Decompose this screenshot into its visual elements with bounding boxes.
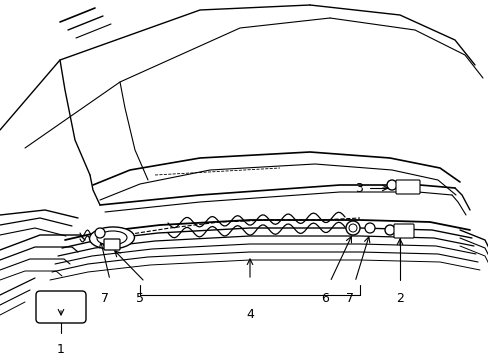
- Text: 4: 4: [245, 308, 253, 321]
- Ellipse shape: [97, 231, 127, 245]
- Text: 2: 2: [395, 292, 403, 305]
- Text: 5: 5: [136, 292, 143, 305]
- Text: 7: 7: [346, 292, 353, 305]
- Text: 3: 3: [354, 181, 362, 194]
- Ellipse shape: [89, 227, 134, 249]
- FancyBboxPatch shape: [395, 180, 419, 194]
- Ellipse shape: [384, 225, 394, 235]
- Circle shape: [364, 223, 374, 233]
- FancyBboxPatch shape: [36, 291, 86, 323]
- FancyBboxPatch shape: [104, 239, 120, 250]
- FancyBboxPatch shape: [393, 224, 413, 238]
- Circle shape: [95, 228, 105, 238]
- Ellipse shape: [346, 221, 359, 235]
- Text: 6: 6: [321, 292, 328, 305]
- Ellipse shape: [386, 180, 396, 190]
- Ellipse shape: [348, 224, 356, 232]
- Text: 7: 7: [101, 292, 109, 305]
- Text: 1: 1: [57, 343, 65, 356]
